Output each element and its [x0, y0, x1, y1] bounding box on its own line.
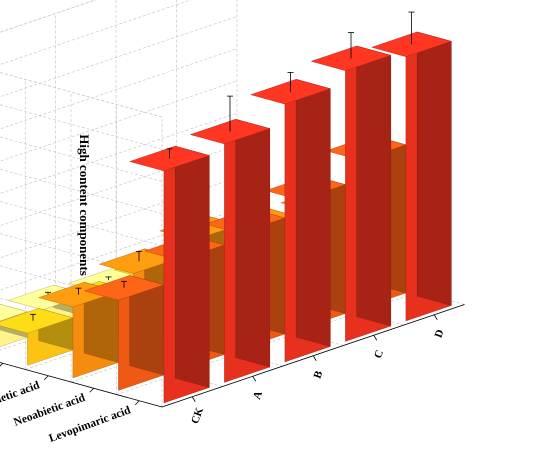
- group-tick-mark: [312, 355, 317, 361]
- bar: [0, 308, 74, 366]
- chart-axes: [0, 304, 465, 408]
- bar: [250, 71, 331, 363]
- group-label: A: [251, 389, 265, 401]
- category-label: Abietic acid: [0, 379, 42, 410]
- y-axis-title: High content components: [77, 134, 92, 276]
- bar-top-face: [0, 303, 28, 322]
- category-tick-mark: [0, 362, 4, 367]
- gridline-back: [0, 112, 238, 194]
- gridline-left: [0, 72, 163, 118]
- gridline-left: [0, 104, 163, 150]
- bar: [129, 145, 210, 404]
- bar-side-face: [235, 118, 270, 368]
- gridline-left: [0, 233, 163, 279]
- bar-top-face: [371, 31, 452, 57]
- group-label: D: [432, 328, 446, 340]
- group-tick-mark: [191, 396, 196, 402]
- gridline-left: [0, 265, 163, 311]
- frame-top: [0, 0, 163, 118]
- bar: [83, 275, 165, 391]
- group-label: C: [372, 348, 386, 360]
- gridline-left: [0, 168, 163, 215]
- group-tick-mark: [433, 314, 438, 320]
- gridline-back: [0, 0, 97, 33]
- group-tick-mark: [252, 376, 257, 382]
- group-tick-mark: [373, 335, 378, 341]
- bar: [189, 95, 271, 383]
- bar-side-face: [174, 145, 210, 388]
- bar-top-face: [310, 45, 392, 71]
- bar-top-face: [0, 308, 74, 334]
- bar: [371, 11, 452, 322]
- bar-side-face: [416, 31, 452, 306]
- bar-side-face: [356, 45, 391, 327]
- gridline-back: [0, 48, 238, 130]
- category-tick-mark: [89, 387, 95, 393]
- category-tick-mark: [134, 400, 140, 406]
- category-tick-mark: [43, 375, 49, 381]
- gridline-left: [0, 201, 163, 247]
- gridline-back: [0, 80, 238, 162]
- gridline-left: [0, 136, 163, 182]
- gridline-back: [0, 16, 238, 98]
- bar-top-face: [83, 275, 165, 301]
- bar: [310, 32, 392, 342]
- bar-side-face: [295, 79, 331, 347]
- group-label: B: [312, 369, 326, 381]
- group-label: CK: [189, 406, 206, 426]
- chart-bars: [0, 11, 452, 404]
- gridline-back: [0, 0, 192, 65]
